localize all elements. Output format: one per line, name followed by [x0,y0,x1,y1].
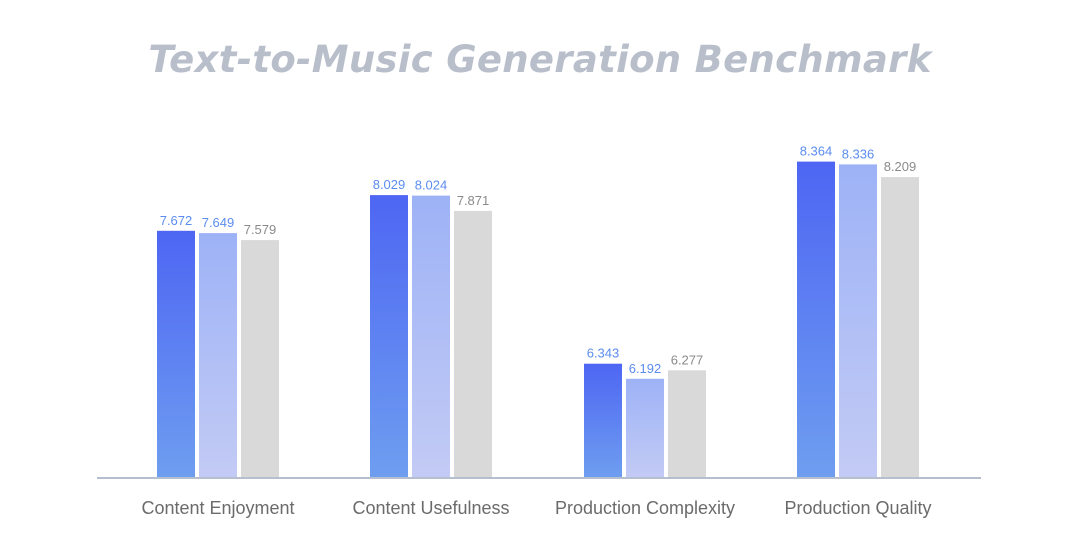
value-label-2-series-2: 8.024 [415,178,448,193]
chart-title: Text-to-Music Generation Benchmark [148,38,932,81]
category-label-1: Content Enjoyment [141,498,294,518]
value-label-3-series-1: 6.343 [587,346,620,361]
bars-layer [157,161,919,478]
bar-3-series-3 [668,370,706,478]
category-labels-layer: Content Enjoyment Content Usefulness Produ… [141,498,931,518]
value-label-2-series-3: 7.871 [457,193,490,208]
value-labels-layer: 7.672 7.649 7.579 8.029 8.024 7.871 6.343 6.192… [160,144,917,376]
bar-4-series-3 [881,177,919,478]
category-label-3: Production Complexity [555,498,735,518]
category-label-2: Content Usefulness [352,498,509,518]
value-label-1-series-1: 7.672 [160,213,193,228]
value-label-2-series-1: 8.029 [373,177,406,192]
value-label-1-series-2: 7.649 [202,215,235,230]
bar-2-series-1 [370,195,408,478]
value-label-3-series-3: 6.277 [671,352,704,367]
bar-2-series-3 [454,210,492,478]
value-label-4-series-3: 8.209 [884,159,917,174]
bar-2-series-2 [412,195,450,478]
bar-4-series-2 [839,164,877,478]
value-label-4-series-2: 8.336 [842,146,875,161]
category-label-4: Production Quality [784,498,931,518]
bar-1-series-1 [157,230,195,478]
value-label-3-series-2: 6.192 [629,361,662,376]
value-label-4-series-1: 8.364 [800,144,833,159]
bar-4-series-1 [797,161,835,478]
bar-1-series-3 [241,240,279,478]
bar-1-series-2 [199,233,237,478]
value-label-1-series-3: 7.579 [244,222,277,237]
bar-3-series-1 [584,363,622,478]
bar-3-series-2 [626,378,664,478]
